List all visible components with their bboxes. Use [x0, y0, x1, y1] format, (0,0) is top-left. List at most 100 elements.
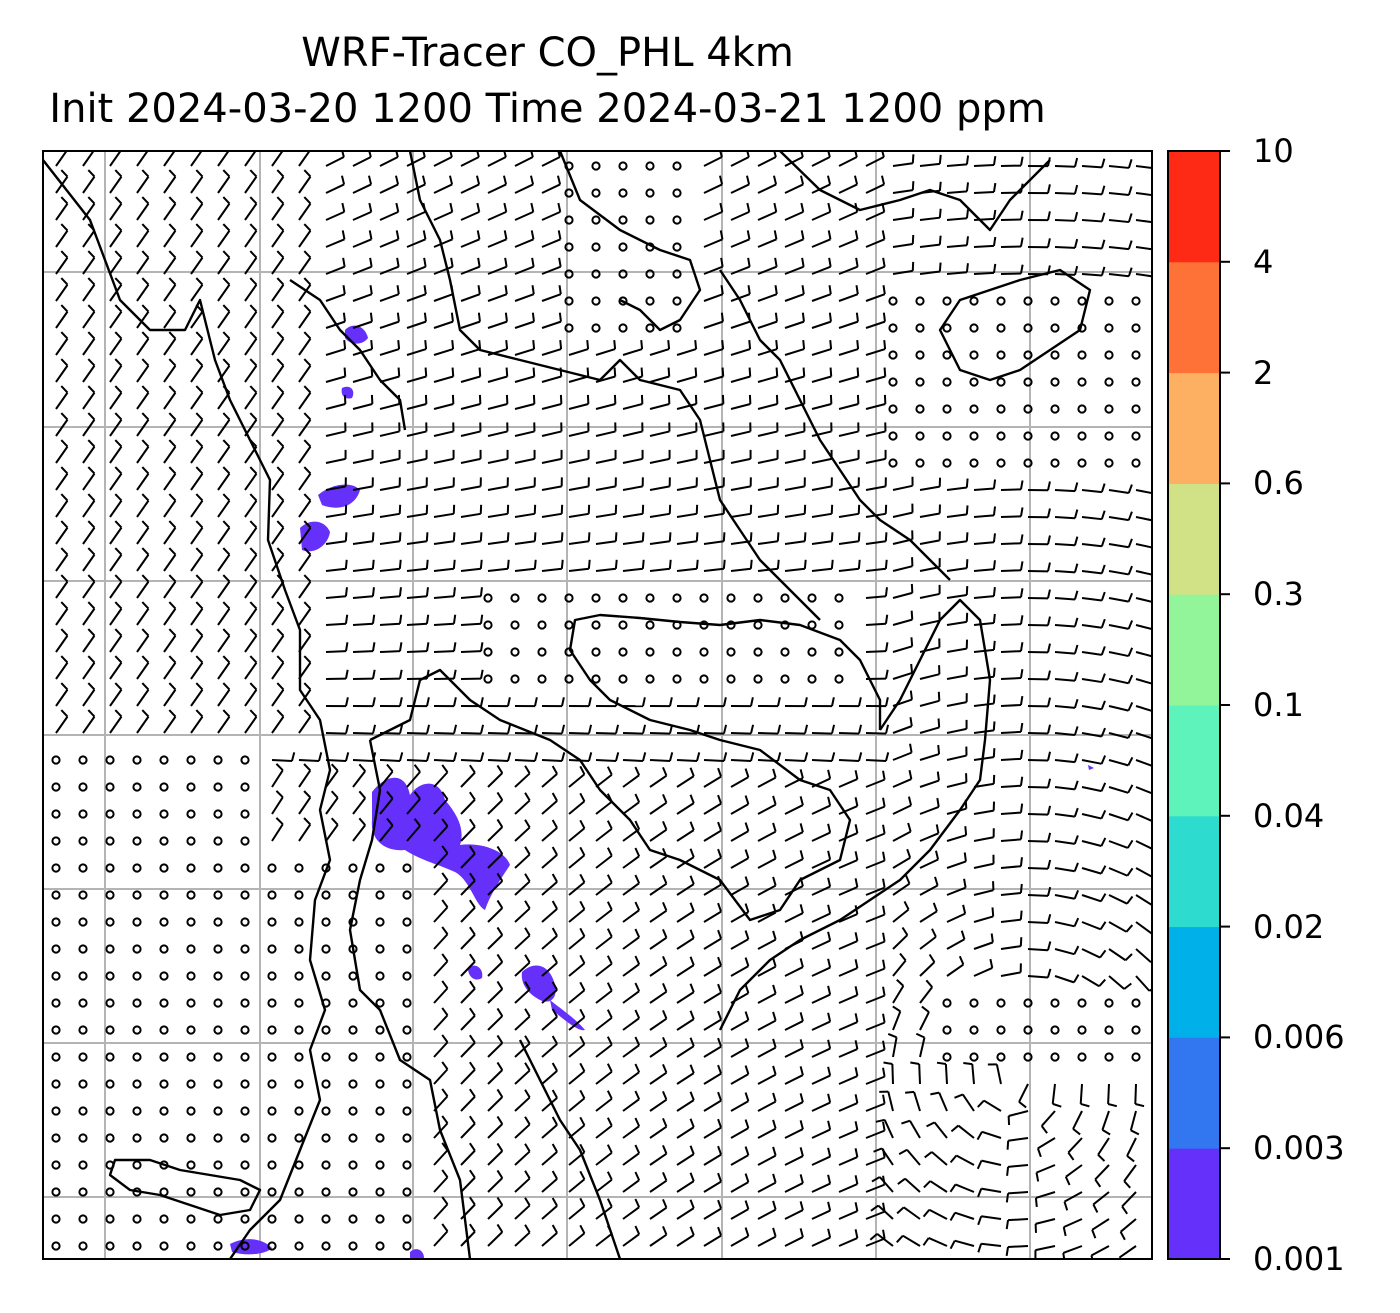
calm-wind-marker [672, 647, 682, 657]
wind-barb [460, 614, 484, 626]
wind-barb [352, 422, 374, 437]
wind-barb [55, 574, 69, 599]
wind-barb [433, 764, 449, 788]
wind-barb [622, 504, 645, 518]
wind-barb [271, 250, 285, 275]
wind-barb [595, 340, 617, 356]
wind-barb [838, 1094, 859, 1112]
wind-barb [919, 208, 942, 221]
calm-wind-marker [402, 1025, 412, 1035]
wind-barb [757, 1011, 777, 1031]
calm-wind-marker [132, 1025, 142, 1035]
wind-barb [649, 901, 668, 923]
wind-barb [163, 493, 177, 518]
calm-wind-marker [348, 1025, 358, 1035]
calm-wind-marker [1104, 296, 1114, 306]
calm-wind-marker [51, 971, 61, 981]
map-title: WRF-Tracer CO_PHL 4km [301, 30, 794, 76]
wind-barb [730, 1092, 750, 1112]
wind-barb [973, 774, 996, 788]
calm-wind-marker [942, 458, 952, 468]
wind-barb [514, 175, 535, 194]
wind-barb [379, 724, 404, 735]
calm-wind-marker [186, 755, 196, 765]
wind-barb [352, 669, 376, 680]
wind-barb [298, 466, 312, 491]
wind-barb [703, 1199, 723, 1220]
wind-barb [136, 439, 150, 464]
wind-barb [676, 956, 695, 977]
calm-wind-marker [321, 890, 331, 900]
wind-barb [136, 169, 150, 194]
wind-barb [811, 697, 835, 708]
wind-barb [1027, 211, 1051, 222]
calm-wind-marker [132, 755, 142, 765]
wind-barb [433, 230, 454, 248]
calm-wind-marker [78, 809, 88, 819]
wind-barb [865, 642, 889, 653]
wind-barb [1000, 480, 1024, 491]
calm-wind-marker [267, 1214, 277, 1224]
wind-barb [946, 955, 965, 977]
calm-wind-marker [564, 188, 574, 198]
calm-wind-marker [105, 1079, 115, 1089]
calm-wind-marker [996, 458, 1006, 468]
calm-wind-marker [132, 1241, 142, 1251]
wind-barb [757, 957, 777, 977]
wind-barb [460, 175, 481, 194]
wind-barb [1081, 727, 1106, 738]
wind-barb [946, 773, 968, 788]
wind-barb [892, 234, 915, 248]
calm-wind-marker [807, 620, 817, 630]
wind-barb [1108, 975, 1132, 990]
wind-barb [433, 752, 458, 763]
wind-barb [757, 202, 778, 221]
wind-barb [244, 547, 258, 572]
wind-barb [271, 655, 285, 680]
wind-barb [406, 312, 427, 329]
wind-barb [82, 169, 96, 194]
wind-barb [55, 358, 69, 383]
wind-barb [487, 367, 509, 383]
wind-barb [55, 655, 69, 680]
wind-barb [271, 709, 285, 734]
calm-wind-marker [213, 1187, 223, 1197]
calm-wind-marker [159, 1133, 169, 1143]
wind-barb [1063, 1191, 1083, 1211]
calm-wind-marker [294, 1160, 304, 1170]
wind-barb [379, 504, 402, 518]
wind-barb [1081, 755, 1107, 765]
calm-wind-marker [159, 998, 169, 1008]
calm-wind-marker [51, 890, 61, 900]
wind-barb [703, 257, 724, 275]
wind-barb [217, 358, 231, 383]
wind-barb [163, 547, 177, 572]
wind-barb [190, 547, 204, 572]
wind-barb [460, 752, 485, 763]
calm-wind-marker [402, 1241, 412, 1251]
wind-barb [1054, 157, 1079, 168]
wind-barb [595, 1036, 613, 1058]
wind-barb [865, 770, 886, 788]
wind-barb [838, 824, 859, 842]
wind-barb [298, 574, 312, 599]
wind-barb [433, 872, 449, 896]
wind-barb [595, 1171, 613, 1193]
wind-barb [676, 767, 695, 788]
wind-barb [946, 559, 969, 572]
wind-barb [676, 983, 695, 1004]
wind-barb [703, 956, 723, 977]
calm-wind-marker [402, 917, 412, 927]
wind-barb [325, 763, 339, 788]
wind-barb [271, 520, 285, 545]
wind-barb [730, 285, 751, 302]
wind-barb [109, 169, 123, 194]
wind-barb [460, 1142, 476, 1166]
calm-wind-marker [942, 323, 952, 333]
wind-barb [1000, 534, 1024, 545]
calm-wind-marker [969, 431, 979, 441]
wind-barb [622, 394, 644, 410]
wind-barb [1108, 592, 1133, 603]
wind-barb [271, 752, 296, 763]
wind-barb [379, 559, 402, 572]
